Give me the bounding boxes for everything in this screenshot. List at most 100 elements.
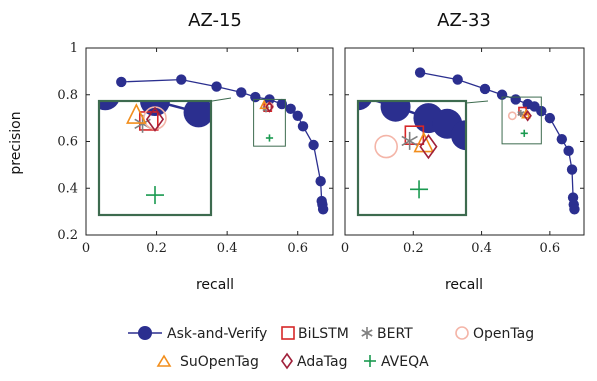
point-ask-and-verify-14 (569, 204, 580, 215)
point-aveqa-0 (265, 134, 274, 142)
point-ask-and-verify-9 (556, 133, 568, 145)
point-ask-and-verify-8 (292, 110, 303, 121)
zoom-series-layer (118, 26, 572, 376)
x-tick-label: 0 (341, 241, 349, 256)
legend-marker-aveqa (364, 355, 376, 367)
zoom-series-layer (99, 101, 350, 316)
legend-label-bilstm: BiLSTM (298, 326, 349, 342)
zoom-point-ask-and-verify-11 (536, 263, 566, 293)
zoom-inset-frame (97, 99, 213, 217)
y-tick-label: 0.6 (57, 135, 78, 150)
y-tick-label: 0.2 (57, 228, 78, 243)
point-suopentag-0 (259, 99, 270, 110)
zoom-inset (97, 99, 350, 316)
point-ask-and-verify-2 (211, 81, 222, 92)
zoom-point-ask-and-verify-12 (538, 331, 568, 361)
zoom-point-ask-and-verify-9 (258, 152, 288, 182)
point-ask-and-verify-0 (414, 67, 426, 78)
series-layer (414, 67, 580, 215)
zoom-point-ask-and-verify-4 (380, 101, 411, 122)
point-ask-and-verify-0 (116, 76, 127, 88)
zoom-point-adatag-0 (145, 106, 165, 132)
legend-marker-adatag (281, 352, 293, 370)
legend-label-opentag: OpenTag (473, 326, 534, 342)
x-axis-label-az15: recall (196, 277, 234, 293)
point-aveqa-0 (520, 129, 528, 137)
point-adatag-0 (265, 101, 274, 113)
plot-area-az15: 0 0.2 0.4 0.6 0.2 0.4 0.6 0.8 1 (57, 41, 350, 316)
zoom-point-aveqa-0 (146, 186, 164, 205)
zoom-point-bilstm-0 (138, 111, 159, 131)
point-ask-and-verify-2 (479, 83, 491, 95)
point-ask-and-verify-1 (176, 74, 187, 85)
zoom-point-opentag-0 (374, 134, 398, 159)
legend-label-aveqa: AVEQA (381, 354, 429, 370)
y-tick-label: 0.8 (57, 88, 78, 103)
zoom-connector (465, 100, 489, 104)
zoom-point-ask-and-verify-7 (215, 109, 245, 139)
y-axis-label: precision (8, 111, 24, 174)
zoom-point-aveqa-0 (410, 180, 429, 199)
x-tick-label: 0.4 (217, 241, 238, 256)
zoom-point-ask-and-verify-7 (451, 120, 466, 151)
x-tick-label: 0.6 (540, 241, 561, 256)
legend-label-bert: BERT (377, 326, 413, 342)
zoom-source-box (501, 96, 542, 145)
legend-item-bilstm: BiLSTM (281, 326, 349, 342)
zoom-point-ask-and-verify-2 (296, 66, 326, 96)
panel-az33: AZ-33 recall 0 0.2 0.4 0.6 (118, 10, 585, 376)
legend-item-adatag: AdaTag (281, 352, 348, 370)
x-tick-label: 0.2 (146, 241, 167, 256)
zoom-inset (118, 26, 572, 376)
zoom-point-ask-and-verify-8 (240, 126, 270, 156)
point-ask-and-verify-1 (452, 74, 463, 85)
zoom-point-ask-and-verify-14 (542, 360, 572, 376)
zoom-point-suopentag-0 (126, 103, 147, 124)
point-ask-and-verify-14 (317, 204, 329, 215)
panel-az15: AZ-15 recall precision 0 0.2 0.4 0.60.20.40… (8, 10, 350, 316)
zoom-point-ask-and-verify-13 (540, 348, 570, 376)
legend-label-adatag: AdaTag (297, 354, 348, 370)
point-ask-and-verify-9 (297, 121, 309, 132)
point-ask-and-verify-4 (510, 94, 521, 105)
point-adatag-0 (523, 109, 532, 122)
zoom-point-ask-and-verify-9 (507, 189, 537, 219)
plot-area-az33: 0 0.2 0.4 0.6 (118, 26, 585, 376)
zoom-source-box (253, 98, 286, 147)
legend-marker-suopentag (156, 354, 172, 367)
point-ask-and-verify-8 (544, 112, 556, 124)
y-tick-label: 1 (70, 41, 78, 56)
zoom-point-ask-and-verify-0 (118, 26, 148, 56)
zoom-inset-frame (356, 99, 468, 217)
point-ask-and-verify-6 (276, 98, 288, 110)
y-tick-label: 0.4 (57, 181, 78, 196)
point-ask-and-verify-7 (285, 103, 296, 114)
x-axis-label-az33: recall (445, 277, 483, 293)
panel-title-az33: AZ-33 (437, 10, 491, 31)
legend-item-bert: BERT (361, 326, 413, 342)
legend-marker-opentag (455, 326, 469, 340)
zoom-point-ask-and-verify-6 (183, 101, 211, 128)
zoom-point-ask-and-verify-4 (99, 101, 120, 111)
point-opentag-0 (507, 111, 517, 121)
point-ask-and-verify-4 (250, 91, 261, 103)
point-ask-and-verify-10 (308, 139, 319, 151)
legend-label-suopentag: SuOpenTag (180, 354, 259, 370)
x-tick-label: 0 (82, 241, 90, 256)
legend-label-ask-and-verify: Ask-and-Verify (167, 326, 267, 342)
point-bert-0 (517, 109, 525, 118)
legend: Ask-and-Verify BiLSTM BERT OpenTag (128, 326, 534, 370)
zoom-point-bert-0 (401, 131, 418, 150)
zoom-point-ask-and-verify-8 (474, 137, 504, 167)
zoom-point-ask-and-verify-11 (320, 286, 350, 316)
legend-marker-bilstm (281, 326, 295, 340)
x-tick-label: 0.4 (471, 241, 492, 256)
legend-item-opentag: OpenTag (455, 326, 534, 342)
x-tick-label: 0.2 (403, 241, 424, 256)
point-ask-and-verify-11 (566, 164, 578, 175)
point-ask-and-verify-11 (315, 176, 326, 187)
point-ask-and-verify-3 (236, 87, 247, 98)
x-tick-label: 0.6 (287, 241, 308, 256)
